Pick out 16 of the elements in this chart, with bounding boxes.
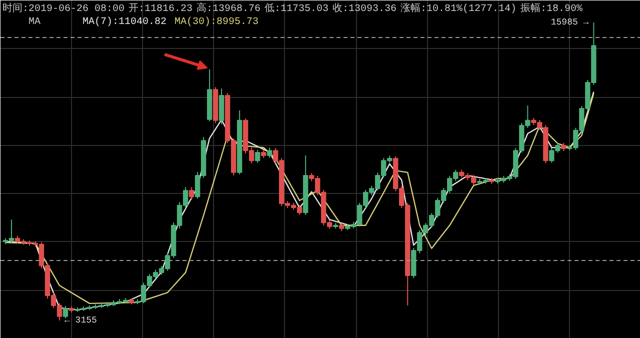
text: 振幅:18.90%: [520, 2, 583, 15]
annotation: ← 3155: [64, 316, 97, 326]
candlestick: [62, 305, 68, 319]
text: MA(7):11040.82: [82, 16, 167, 28]
text: 低:11735.03: [264, 3, 329, 15]
candlestick: [188, 186, 194, 200]
text: MA(30):8995.73: [174, 16, 259, 28]
text: 收:13093.36: [332, 3, 397, 15]
text: 高:13968.76: [196, 2, 261, 15]
text: 开:11816.23: [128, 3, 193, 15]
candlestick: [266, 147, 272, 159]
text: 涨幅:10.81%(1277.14): [400, 2, 517, 15]
text: 时间:2019-06-26 08:00: [2, 2, 125, 15]
candlestick: [254, 149, 260, 164]
legend-title: MA: [28, 17, 41, 28]
annotation: 15985 →: [550, 17, 590, 28]
